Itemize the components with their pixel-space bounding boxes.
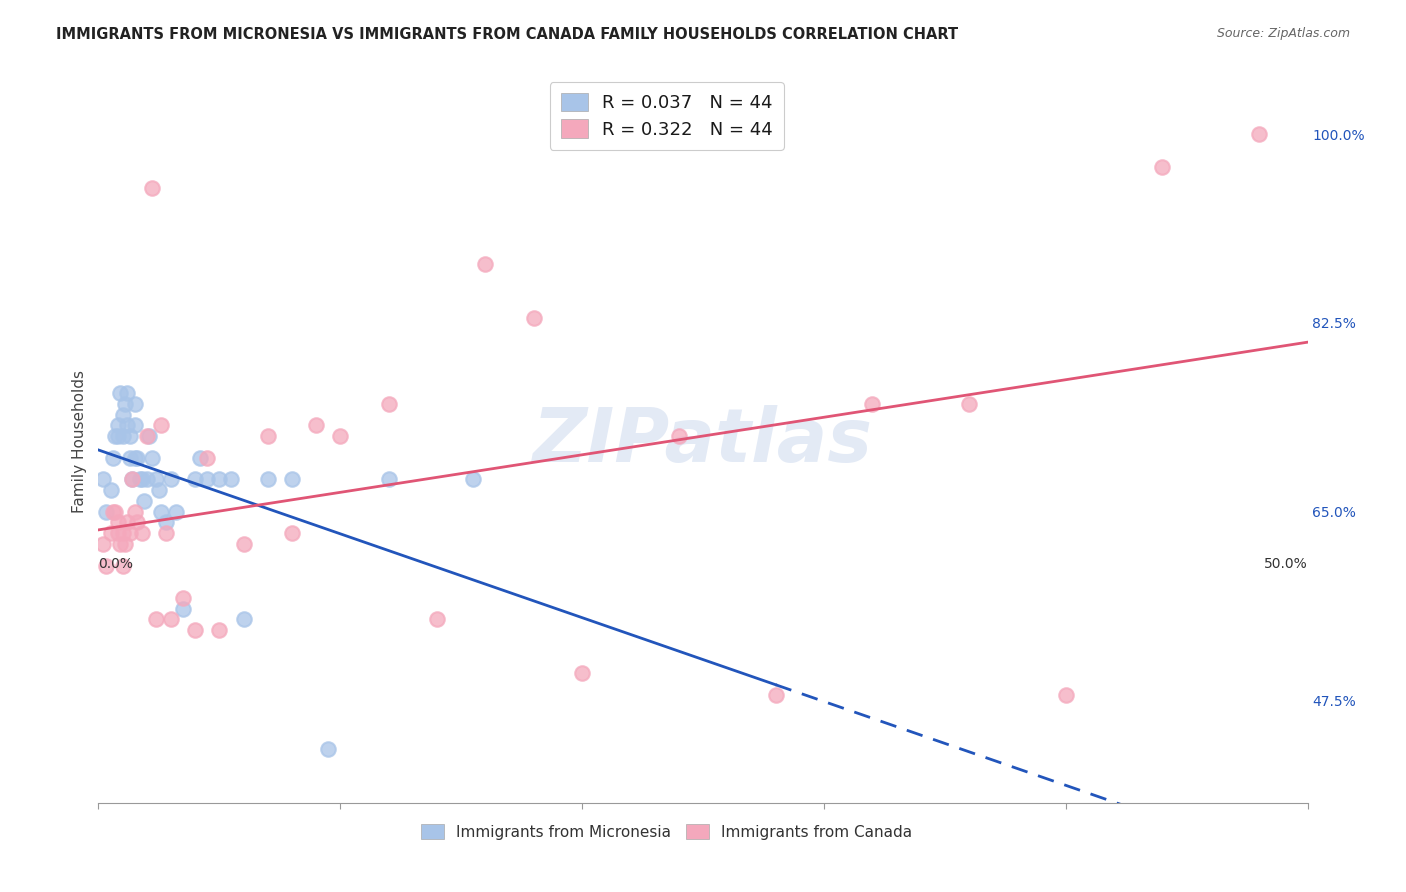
- Point: [124, 397, 146, 411]
- Point: [208, 624, 231, 638]
- Point: [860, 397, 883, 411]
- Point: [377, 397, 399, 411]
- Point: [150, 418, 173, 433]
- Legend: Immigrants from Micronesia, Immigrants from Canada: Immigrants from Micronesia, Immigrants f…: [415, 818, 918, 846]
- Point: [208, 472, 231, 486]
- Point: [94, 505, 117, 519]
- Point: [571, 666, 593, 681]
- Point: [141, 181, 163, 195]
- Point: [150, 505, 173, 519]
- Point: [172, 591, 194, 605]
- Point: [94, 558, 117, 573]
- Point: [305, 418, 328, 433]
- Point: [101, 450, 124, 465]
- Point: [107, 516, 129, 530]
- Point: [221, 472, 243, 486]
- Point: [124, 450, 146, 465]
- Point: [1054, 688, 1077, 702]
- Point: [195, 450, 218, 465]
- Point: [121, 472, 143, 486]
- Point: [131, 526, 153, 541]
- Point: [124, 505, 146, 519]
- Point: [111, 408, 134, 422]
- Point: [108, 537, 131, 551]
- Point: [91, 537, 114, 551]
- Point: [114, 537, 136, 551]
- Point: [188, 450, 211, 465]
- Point: [474, 257, 496, 271]
- Point: [118, 450, 141, 465]
- Point: [232, 537, 254, 551]
- Point: [256, 472, 278, 486]
- Point: [100, 483, 122, 497]
- Point: [138, 429, 160, 443]
- Text: 50.0%: 50.0%: [1264, 558, 1308, 571]
- Point: [135, 429, 157, 443]
- Point: [172, 601, 194, 615]
- Point: [145, 472, 167, 486]
- Point: [155, 516, 177, 530]
- Point: [184, 624, 207, 638]
- Text: IMMIGRANTS FROM MICRONESIA VS IMMIGRANTS FROM CANADA FAMILY HOUSEHOLDS CORRELATI: IMMIGRANTS FROM MICRONESIA VS IMMIGRANTS…: [56, 27, 959, 42]
- Point: [281, 472, 304, 486]
- Point: [104, 429, 127, 443]
- Point: [111, 526, 134, 541]
- Point: [117, 418, 139, 433]
- Point: [1152, 160, 1174, 174]
- Point: [329, 429, 352, 443]
- Y-axis label: Family Households: Family Households: [72, 370, 87, 513]
- Point: [463, 472, 485, 486]
- Point: [101, 505, 124, 519]
- Point: [127, 516, 149, 530]
- Point: [141, 450, 163, 465]
- Point: [148, 483, 170, 497]
- Point: [377, 472, 399, 486]
- Point: [957, 397, 980, 411]
- Point: [117, 516, 139, 530]
- Point: [108, 386, 131, 401]
- Point: [118, 526, 141, 541]
- Point: [114, 397, 136, 411]
- Point: [160, 612, 183, 626]
- Point: [1249, 127, 1271, 141]
- Point: [232, 612, 254, 626]
- Point: [111, 558, 134, 573]
- Point: [155, 526, 177, 541]
- Point: [256, 429, 278, 443]
- Point: [135, 472, 157, 486]
- Point: [426, 612, 449, 626]
- Point: [145, 612, 167, 626]
- Point: [128, 472, 150, 486]
- Point: [127, 450, 149, 465]
- Point: [121, 472, 143, 486]
- Point: [184, 472, 207, 486]
- Point: [134, 493, 156, 508]
- Point: [111, 429, 134, 443]
- Point: [281, 526, 304, 541]
- Point: [104, 505, 127, 519]
- Point: [160, 472, 183, 486]
- Point: [131, 472, 153, 486]
- Point: [107, 418, 129, 433]
- Point: [165, 505, 187, 519]
- Point: [91, 472, 114, 486]
- Text: ZIPatlas: ZIPatlas: [533, 405, 873, 478]
- Point: [107, 526, 129, 541]
- Point: [117, 386, 139, 401]
- Point: [668, 429, 690, 443]
- Point: [107, 429, 129, 443]
- Text: Source: ZipAtlas.com: Source: ZipAtlas.com: [1216, 27, 1350, 40]
- Point: [523, 310, 546, 325]
- Point: [118, 429, 141, 443]
- Point: [195, 472, 218, 486]
- Point: [316, 742, 339, 756]
- Text: 0.0%: 0.0%: [98, 558, 134, 571]
- Point: [100, 526, 122, 541]
- Point: [765, 688, 787, 702]
- Point: [124, 418, 146, 433]
